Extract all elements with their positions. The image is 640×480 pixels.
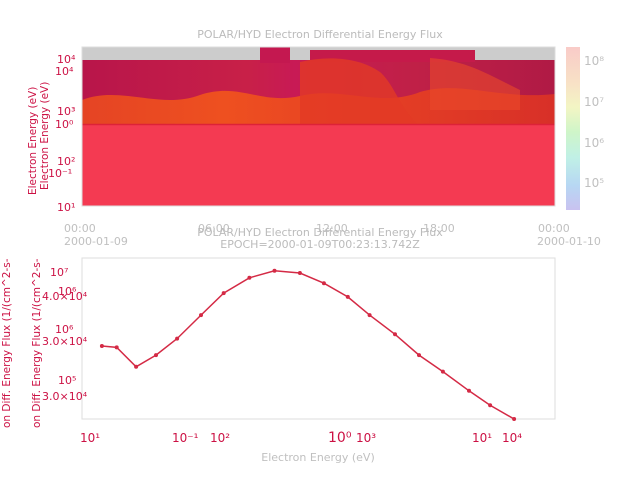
bottom-xtick-1e3: 10³ bbox=[356, 431, 376, 445]
top-panel-title: POLAR/HYD Electron Differential Energy F… bbox=[197, 28, 443, 41]
top-xtick-0-date: 2000-01-09 bbox=[64, 235, 128, 248]
data-point-15 bbox=[440, 369, 445, 374]
top-xtick-2: 12:00 bbox=[316, 222, 348, 235]
data-point-4 bbox=[175, 336, 180, 341]
top-xtick-4-date: 2000-01-10 bbox=[537, 235, 601, 248]
bottom-xtick-back-1e1: 10¹ bbox=[472, 431, 492, 445]
data-point-0 bbox=[99, 344, 104, 348]
bottom-panel-frame bbox=[81, 257, 556, 420]
bottom-ytick-5: 10⁵ bbox=[58, 374, 76, 387]
data-point-6 bbox=[221, 291, 226, 296]
bottom-xtick-1e1: 10¹ bbox=[80, 431, 100, 445]
data-point-13 bbox=[393, 332, 397, 337]
colorbar-tick-1e6: 10⁶ bbox=[584, 136, 604, 150]
bottom-ytick-6: 3.0×10⁴ bbox=[42, 390, 88, 403]
data-point-5 bbox=[199, 313, 203, 318]
bottom-ytick-3: 10⁶ bbox=[55, 323, 74, 336]
top-x-ticks: 00:00 2000-01-09 06:00 12:00 18:00 00:00… bbox=[64, 222, 601, 248]
top-ytick-back-1e0: 10⁰ bbox=[55, 118, 74, 131]
top-ytick-1e2: 10² bbox=[57, 155, 75, 168]
top-ytick-back-1e-1: 10⁻¹ bbox=[48, 167, 72, 180]
top-ytick-1e4: 10⁴ bbox=[57, 53, 76, 66]
bottom-xtick-1e4: 10⁴ bbox=[502, 431, 522, 445]
bottom-xtick-1e2: 10² bbox=[210, 431, 230, 445]
data-point-17 bbox=[488, 403, 493, 408]
data-point-2 bbox=[134, 364, 139, 369]
top-ytick-1e1: 10¹ bbox=[57, 201, 75, 214]
spectrogram-burst-1 bbox=[260, 47, 290, 63]
bottom-panel-subtitle: EPOCH=2000-01-09T00:23:13.742Z bbox=[220, 238, 420, 251]
bottom-xtick-back-1e-1: 10⁻¹ bbox=[172, 431, 199, 445]
bottom-xtick-back-1e0: 10⁰ bbox=[328, 430, 352, 446]
top-xtick-0: 00:00 bbox=[64, 222, 96, 235]
bottom-ytick-1: 10⁶ bbox=[58, 285, 77, 298]
data-point-8 bbox=[272, 268, 277, 273]
top-ytick-back-1e4: 10⁴ bbox=[55, 65, 74, 78]
bottom-ytick-2: 4.0×10⁴ bbox=[42, 290, 88, 303]
data-point-14 bbox=[417, 353, 421, 358]
top-panel-frame bbox=[81, 46, 556, 207]
colorbar-tick-1e8: 10⁸ bbox=[584, 54, 604, 68]
line-plot bbox=[99, 268, 517, 421]
colorbar-tick-1e5: 10⁵ bbox=[584, 176, 604, 190]
data-point-9 bbox=[297, 271, 302, 275]
data-point-16 bbox=[467, 388, 471, 393]
bottom-panel-title: POLAR/HYD Electron Differential Energy F… bbox=[197, 226, 443, 239]
top-xtick-3: 18:00 bbox=[423, 222, 455, 235]
top-xtick-4: 00:00 bbox=[538, 222, 570, 235]
top-ylabel-back: Electron Energy (eV) bbox=[39, 82, 51, 190]
spectrogram-enhancement-2 bbox=[430, 58, 520, 110]
data-point-11 bbox=[345, 294, 350, 299]
colorbar bbox=[566, 47, 580, 210]
colorbar-tick-1e7: 10⁷ bbox=[584, 95, 604, 109]
spectrogram bbox=[82, 47, 555, 206]
spectrogram-low-energy-band bbox=[82, 124, 555, 206]
bottom-ytick-0: 10⁷ bbox=[50, 266, 68, 279]
spectrogram-enhancement bbox=[300, 58, 420, 126]
data-point-3 bbox=[154, 353, 158, 358]
series-line bbox=[101, 270, 515, 420]
bottom-ylabel-front: on Diff. Energy Flux (1/(cm^2-s- bbox=[1, 258, 13, 428]
data-point-18 bbox=[512, 417, 517, 421]
data-point-10 bbox=[321, 281, 326, 286]
bottom-xlabel: Electron Energy (eV) bbox=[261, 451, 375, 464]
top-ytick-1e3: 10³ bbox=[57, 105, 75, 118]
bottom-ylabel-back: on Diff. Energy Flux (1/(cm^2-s- bbox=[31, 258, 43, 428]
bottom-ytick-4: 3.0×10⁴ bbox=[42, 335, 88, 348]
data-point-12 bbox=[367, 313, 372, 318]
top-ylabel-front: Electron Energy (eV) bbox=[27, 87, 39, 195]
data-point-7 bbox=[247, 275, 252, 280]
data-point-1 bbox=[114, 345, 119, 350]
top-xtick-1: 06:00 bbox=[198, 222, 230, 235]
